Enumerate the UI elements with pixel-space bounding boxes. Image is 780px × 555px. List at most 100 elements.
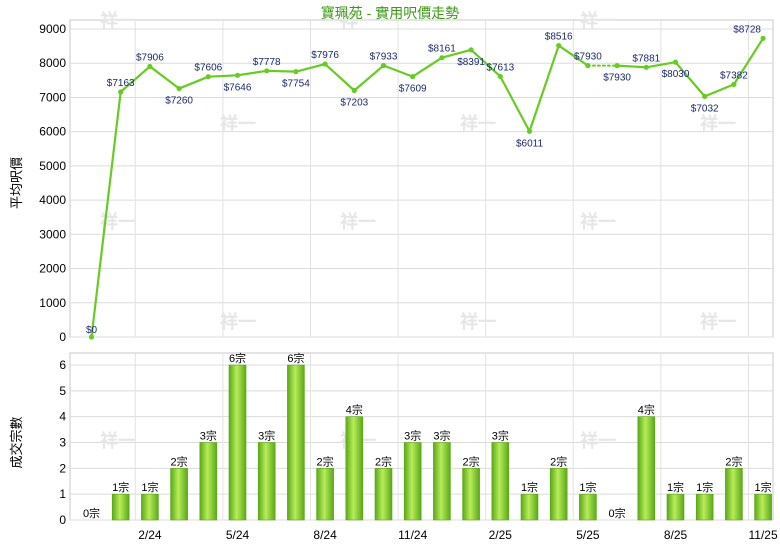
price-line-segment [294,62,327,73]
price-point[interactable] [468,47,474,53]
price-point[interactable] [205,74,211,80]
price-point[interactable] [147,63,153,70]
price-point[interactable] [439,55,445,61]
price-point[interactable] [526,128,533,134]
volume-y-tick-label: 4 [59,410,66,424]
volume-data-label: 0宗 [83,506,100,520]
volume-bar[interactable] [257,442,276,521]
price-data-label: $7930 [574,52,602,63]
volume-bar[interactable] [491,442,510,521]
volume-bar[interactable] [666,493,685,521]
x-tick-label: 2/25 [489,528,513,542]
price-point[interactable] [614,63,620,69]
price-point[interactable] [293,69,299,75]
volume-y-tick-label: 5 [59,384,66,398]
volume-data-label: 6宗 [287,351,304,365]
volume-data-label: 3宗 [200,429,217,443]
price-data-label: $8516 [545,32,573,43]
price-line-segment [645,61,677,69]
volume-bar[interactable] [579,493,597,521]
price-point[interactable] [322,61,328,67]
price-point[interactable] [585,63,591,69]
volume-data-label: 1宗 [112,480,129,494]
price-point[interactable] [118,89,124,95]
watermark-text: 祥一 [220,113,256,134]
price-data-label: $7930 [603,73,631,84]
price-line-segment [528,44,560,133]
volume-bar[interactable] [170,468,188,521]
volume-data-label: 2宗 [171,454,188,468]
watermark-text: 祥一 [340,211,376,232]
price-line-segment [353,64,385,92]
volume-data-label: 2宗 [463,454,480,468]
volume-data-label: 3宗 [404,429,421,443]
volume-data-label: 1宗 [667,480,684,494]
price-line-segment [411,56,443,78]
price-data-label: $7754 [282,79,310,90]
watermark-text: 祥一 [700,311,736,332]
volume-bar[interactable] [462,468,480,521]
watermark-text: 祥一 [100,211,136,232]
price-point[interactable] [380,62,387,69]
price-data-label: $7778 [253,57,281,68]
volume-bar[interactable] [345,416,364,521]
chart-title: 寶珮苑 - 實用呎價走勢 [321,5,459,21]
volume-bar[interactable] [316,468,334,521]
price-point[interactable] [497,73,503,80]
volume-data-label: 3宗 [258,429,275,443]
price-data-label: $6011 [516,138,544,149]
x-tick-label: 8/24 [313,528,337,542]
volume-bar[interactable] [199,442,218,521]
price-point[interactable] [176,85,182,92]
volume-bar[interactable] [433,442,451,521]
volume-data-label: 2宗 [317,454,334,468]
price-y-tick-label: 7000 [39,90,66,104]
volume-bar[interactable] [374,468,393,521]
volume-bar[interactable] [228,364,247,521]
price-y-tick-label: 2000 [39,262,66,276]
price-y-tick-label: 1000 [39,296,66,310]
price-point[interactable] [88,334,95,340]
price-data-label: $7613 [486,62,514,73]
volume-data-label: 1宗 [579,480,596,494]
price-data-label: $7032 [691,103,719,114]
price-point[interactable] [264,68,270,74]
volume-bar[interactable] [403,442,422,521]
volume-bar[interactable] [637,416,656,521]
volume-bar[interactable] [754,493,772,521]
price-line-segment [178,75,210,90]
watermark-text: 祥一 [460,113,496,134]
volume-bar[interactable] [287,364,305,521]
volume-bar[interactable] [549,468,568,521]
volume-bar[interactable] [695,493,714,521]
price-point[interactable] [731,81,737,87]
price-line-segment [674,61,706,98]
price-point[interactable] [702,93,708,99]
price-point[interactable] [760,35,766,41]
price-plot-area [69,19,774,338]
price-point[interactable] [556,42,562,49]
price-data-label: $8161 [428,44,456,55]
volume-bar[interactable] [111,493,130,521]
volume-bar[interactable] [725,468,743,521]
volume-bar[interactable] [520,493,539,521]
price-data-label: $7382 [720,70,748,81]
volume-data-label: 4宗 [346,403,363,417]
volume-y-tick-label: 1 [59,487,66,501]
price-line-segment [703,83,736,98]
price-line-segment [440,48,473,59]
price-line-segment [615,64,648,69]
price-point[interactable] [410,74,416,80]
volume-data-label: 0宗 [609,506,626,520]
price-point[interactable] [672,59,679,65]
price-line-segment [732,37,765,86]
price-line-segment [382,64,414,78]
price-data-label: $7933 [370,52,398,63]
price-point[interactable] [643,64,649,70]
price-point[interactable] [234,72,241,78]
volume-y-tick-label: 3 [59,436,66,450]
price-data-label: $8391 [457,57,485,68]
price-point[interactable] [351,87,357,94]
volume-bar[interactable] [141,493,159,521]
price-line-segment [470,48,502,78]
